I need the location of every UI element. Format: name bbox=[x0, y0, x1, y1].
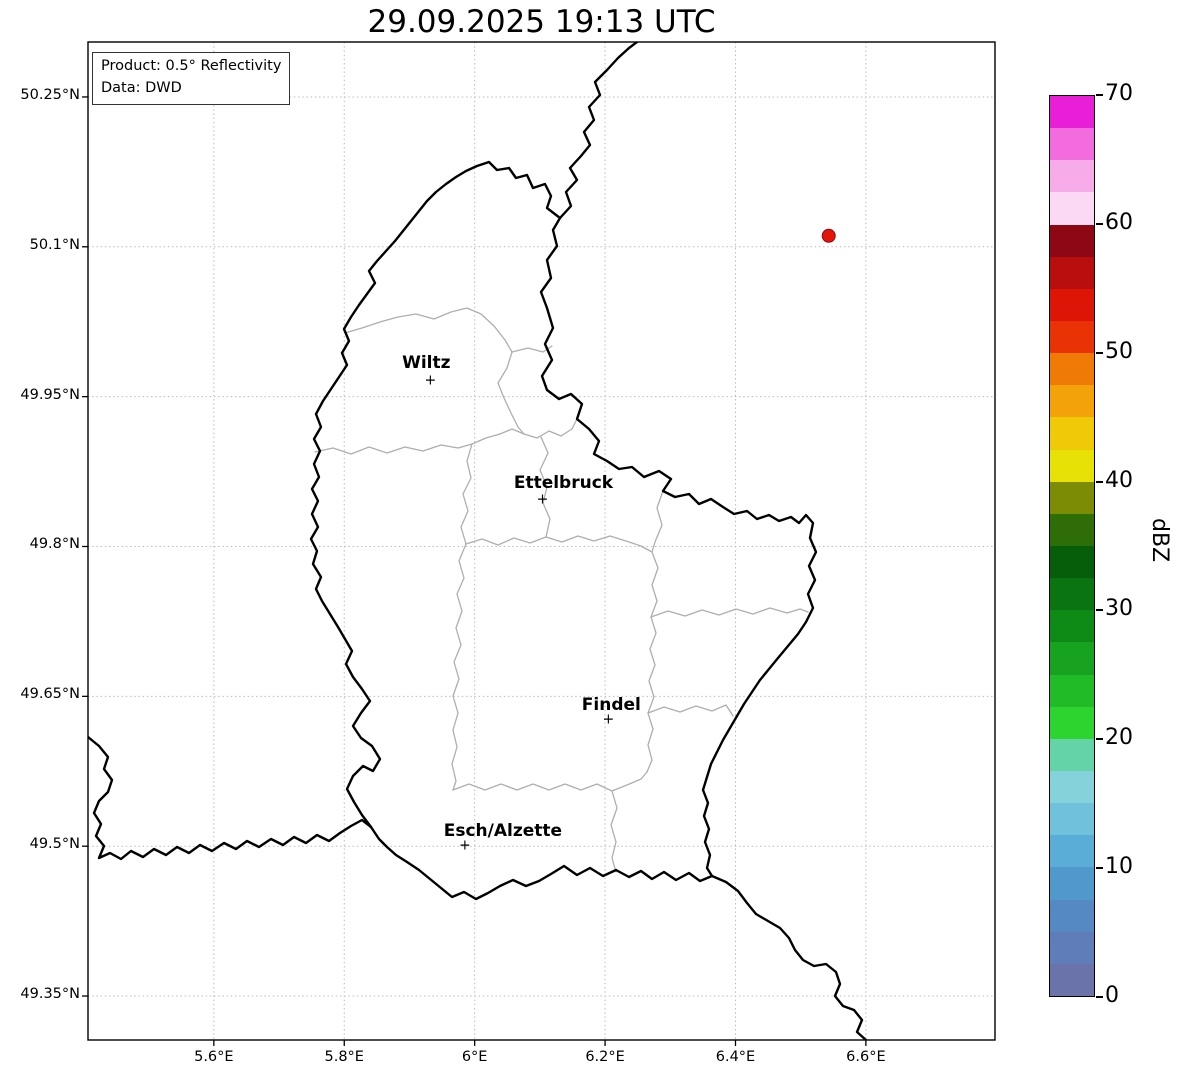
canton-boundary bbox=[539, 436, 551, 538]
x-tick-label: 6.4°E bbox=[715, 1049, 756, 1065]
canton-boundary bbox=[647, 704, 734, 717]
product-info-box: Product: 0.5° Reflectivity Data: DWD bbox=[92, 52, 291, 105]
colorbar-segment bbox=[1050, 674, 1094, 707]
city-label: Esch/Alzette bbox=[443, 821, 563, 842]
colorbar-tick-label: 70 bbox=[1105, 81, 1133, 106]
colorbar-segment bbox=[1050, 224, 1094, 257]
colorbar-segment bbox=[1050, 706, 1094, 739]
data-source-label: Data: DWD bbox=[101, 79, 182, 96]
y-tick-label: 49.65°N bbox=[20, 686, 80, 703]
colorbar-segment bbox=[1050, 867, 1094, 900]
city-marker: + bbox=[459, 837, 471, 854]
colorbar-tick-label: 20 bbox=[1105, 725, 1133, 751]
canton-boundary bbox=[314, 418, 578, 455]
colorbar-segment bbox=[1050, 513, 1094, 546]
colorbar-segment bbox=[1050, 449, 1094, 482]
canton-boundary bbox=[610, 790, 618, 873]
x-tick-label: 6°E bbox=[461, 1049, 488, 1065]
colorbar-tick-label: 50 bbox=[1105, 338, 1133, 364]
colorbar-segment bbox=[1050, 803, 1094, 836]
colorbar-tick-label: 60 bbox=[1105, 209, 1133, 235]
colorbar-tickmark bbox=[1096, 351, 1103, 354]
colorbar-segment bbox=[1050, 160, 1094, 193]
colorbar-segment bbox=[1050, 288, 1094, 321]
colorbar-segment bbox=[1050, 320, 1094, 354]
colorbar-segment bbox=[1050, 738, 1094, 771]
canton-boundary bbox=[465, 535, 653, 553]
colorbar bbox=[1049, 95, 1095, 997]
colorbar-segment bbox=[1050, 481, 1094, 514]
x-tick-label: 5.6°E bbox=[194, 1049, 234, 1065]
colorbar-tick-label: 30 bbox=[1105, 596, 1133, 622]
colorbar-tick-label: 40 bbox=[1105, 467, 1133, 493]
y-tick-label: 50.25°N bbox=[20, 86, 80, 103]
luxembourg-border bbox=[309, 160, 818, 901]
colorbar-tickmark bbox=[1096, 480, 1103, 483]
colorbar-segment bbox=[1050, 545, 1094, 579]
canton-boundaries bbox=[314, 307, 809, 873]
radar-echo-point bbox=[821, 228, 836, 243]
colorbar-segment bbox=[1050, 417, 1094, 450]
plot-frame bbox=[87, 41, 996, 1041]
y-tick-label: 50.1°N bbox=[29, 236, 80, 253]
canton-boundary bbox=[452, 771, 648, 792]
colorbar-segment bbox=[1050, 642, 1094, 675]
y-tick-label: 49.35°N bbox=[20, 986, 80, 1003]
colorbar-tick-label: 0 bbox=[1105, 983, 1119, 1008]
y-tick-label: 49.5°N bbox=[29, 836, 80, 853]
colorbar-segment bbox=[1050, 610, 1094, 643]
city-marker: + bbox=[424, 372, 437, 389]
canton-boundary bbox=[451, 443, 473, 791]
x-tick-label: 5.8°E bbox=[324, 1049, 364, 1065]
y-tick-label: 49.8°N bbox=[29, 536, 80, 553]
figure-title: 29.09.2025 19:13 UTC bbox=[367, 4, 716, 40]
colorbar-segment bbox=[1050, 353, 1094, 386]
colorbar-segment bbox=[1050, 899, 1094, 932]
colorbar-segment bbox=[1050, 256, 1094, 289]
colorbar-segment bbox=[1050, 96, 1094, 129]
city-label: Wiltz bbox=[402, 352, 451, 373]
colorbar-tickmark bbox=[1096, 609, 1103, 612]
colorbar-tickmark bbox=[1096, 738, 1103, 741]
colorbar-segment bbox=[1050, 578, 1094, 611]
colorbar-segment bbox=[1050, 963, 1094, 996]
x-tick-label: 6.2°E bbox=[585, 1049, 625, 1065]
colorbar-tickmark bbox=[1096, 222, 1103, 225]
city-marker: + bbox=[602, 712, 615, 729]
colorbar-tickmark bbox=[1096, 867, 1103, 870]
colorbar-tickmark bbox=[1096, 94, 1103, 96]
colorbar-segment bbox=[1050, 931, 1094, 964]
colorbar-segment bbox=[1050, 385, 1094, 418]
canton-boundary bbox=[646, 490, 664, 773]
colorbar-segment bbox=[1050, 835, 1094, 868]
colorbar-segment bbox=[1050, 192, 1094, 225]
canton-boundary bbox=[344, 307, 525, 435]
france-belgium-border bbox=[88, 735, 373, 861]
moselle-border-extension bbox=[710, 874, 868, 1040]
national-borders bbox=[88, 42, 868, 1040]
colorbar-segment bbox=[1050, 770, 1094, 804]
x-tick-label: 6.6°E bbox=[846, 1049, 886, 1065]
gridlines bbox=[88, 42, 995, 1040]
colorbar-axis-label: dBZ bbox=[1147, 518, 1172, 563]
city-label: Findel bbox=[581, 695, 641, 716]
axis-tickmarks bbox=[82, 96, 867, 1046]
colorbar-tickmark bbox=[1096, 996, 1103, 998]
germany-belgium-border bbox=[558, 42, 639, 220]
canton-boundary bbox=[650, 607, 809, 618]
product-label: Product: 0.5° Reflectivity bbox=[101, 58, 282, 74]
city-marker: + bbox=[536, 491, 549, 508]
radar-echoes bbox=[821, 228, 836, 243]
y-tick-label: 49.95°N bbox=[20, 386, 80, 403]
colorbar-segment bbox=[1050, 128, 1094, 161]
colorbar-tick-label: 10 bbox=[1105, 854, 1133, 880]
city-label: Ettelbruck bbox=[513, 472, 614, 493]
